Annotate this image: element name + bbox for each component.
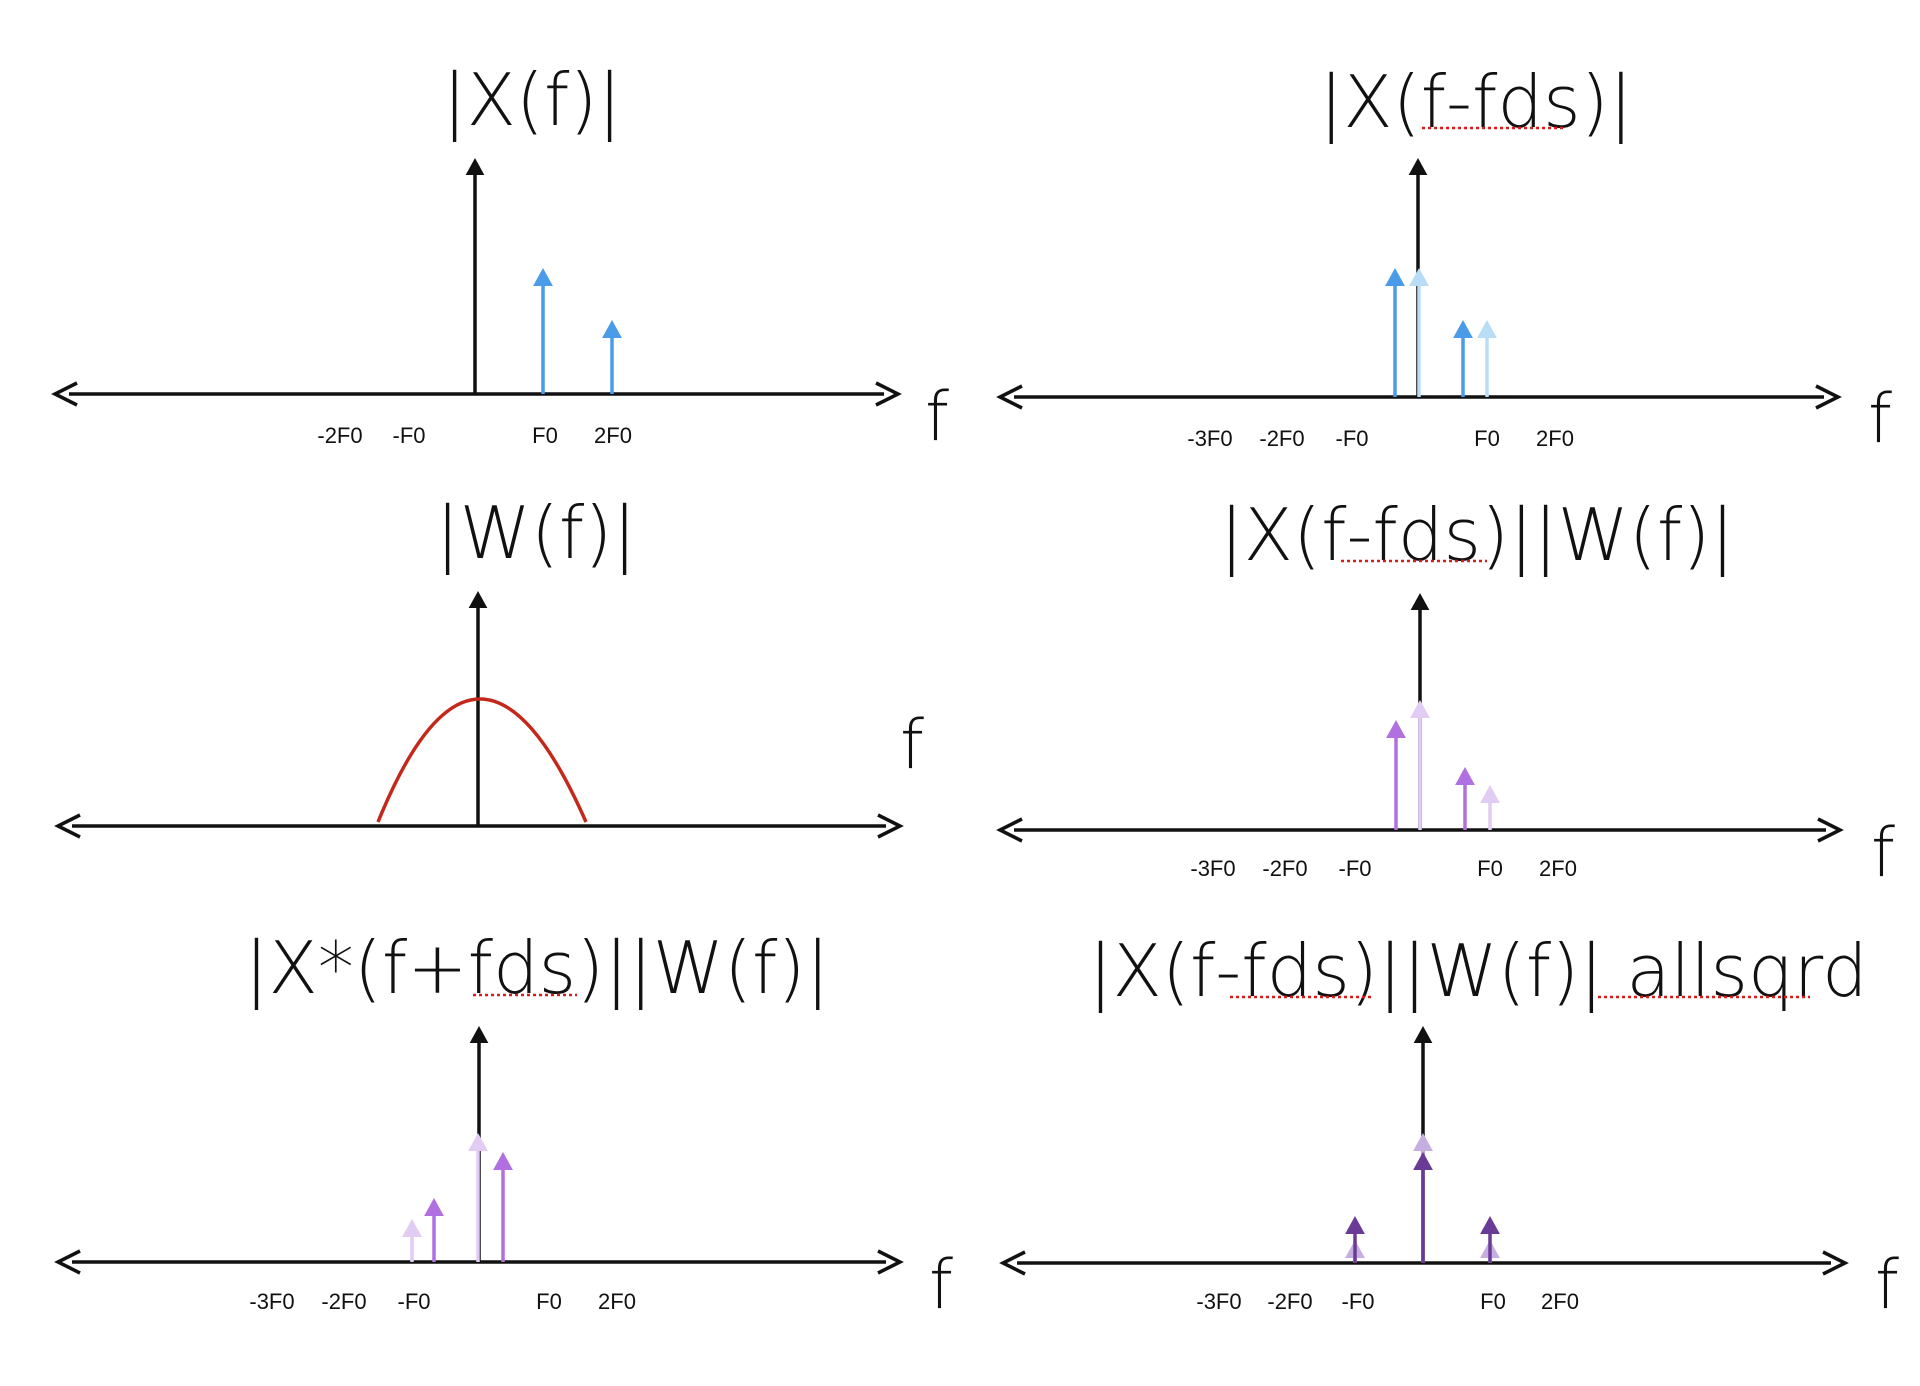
axis-label-f: f <box>1871 814 1895 893</box>
axis-arrow-left <box>54 1249 81 1275</box>
impulse-arrow <box>1480 1216 1500 1234</box>
impulse-arrow <box>1413 1133 1433 1151</box>
magnitude-axis-arrow <box>1408 158 1428 175</box>
panel-title: |X(f-fds)||W(f)| <box>1219 493 1734 578</box>
tick-label: 2F0 <box>1539 856 1577 881</box>
axis-label-f: f <box>1875 1246 1899 1325</box>
tick-label: -F0 <box>1339 856 1372 881</box>
panel-xconj-f-fds-w: |X*(f+fds)||W(f)| f -3F0 -2F0 -F0 F0 2F0 <box>54 926 953 1325</box>
axis-arrow-left <box>999 1250 1026 1276</box>
tick-label: F0 <box>1480 1289 1506 1314</box>
axis-label-f: f <box>1868 380 1892 459</box>
impulse-arrow <box>402 1219 422 1237</box>
tick-label: -F0 <box>398 1289 431 1314</box>
tick-label: 2F0 <box>1541 1289 1579 1314</box>
magnitude-axis-arrow <box>465 158 485 175</box>
panel-title: |W(f)| <box>435 491 636 576</box>
tick-label: -F0 <box>1336 426 1369 451</box>
axis-arrow-right <box>1817 817 1844 843</box>
impulse-arrow <box>1410 700 1430 718</box>
panel-x-f-fds-w-sq: |X(f-fds)||W(f)| allsqrd f -3F0 -2F0 -F0 F0 2F… <box>999 929 1899 1325</box>
tick-label: F0 <box>536 1289 562 1314</box>
impulse-arrow <box>1386 720 1406 738</box>
panel-w-f: |W(f)| f <box>54 491 924 839</box>
impulse-arrow <box>468 1133 488 1151</box>
axis-arrow-left <box>54 813 81 839</box>
tick-label: -2F0 <box>317 423 362 448</box>
axis-arrow-right <box>1822 1250 1849 1276</box>
window-curve <box>376 697 588 823</box>
magnitude-axis-arrow <box>469 1026 489 1043</box>
tick-label: F0 <box>532 423 558 448</box>
tick-label: -3F0 <box>1187 426 1232 451</box>
tick-label: -3F0 <box>1190 856 1235 881</box>
impulse-arrow <box>424 1198 444 1216</box>
tick-label: -2F0 <box>1262 856 1307 881</box>
panel-title: |X*(f+fds)||W(f)| <box>244 926 830 1011</box>
magnitude-axis-arrow <box>1410 593 1430 610</box>
magnitude-axis-arrow <box>468 591 488 608</box>
impulse-arrow <box>602 320 622 338</box>
axis-label-f: f <box>929 1246 953 1325</box>
panel-x-f: |X(f)| f -2F0 -F0 F0 2F0 <box>51 58 949 457</box>
panel-x-f-fds-w: |X(f-fds)||W(f)| f -3F0 -2F0 -F0 F0 2F0 <box>996 493 1895 893</box>
axis-arrow-right <box>877 813 904 839</box>
tick-label: -3F0 <box>249 1289 294 1314</box>
tick-label: -2F0 <box>1267 1289 1312 1314</box>
impulse-arrow <box>1345 1216 1365 1234</box>
tick-label: -F0 <box>1342 1289 1375 1314</box>
impulse-arrow <box>1453 320 1473 338</box>
axis-arrow-left <box>996 384 1023 410</box>
axis-label-f: f <box>900 706 924 785</box>
panel-title: |X(f)| <box>442 58 621 143</box>
tick-label: F0 <box>1477 856 1503 881</box>
impulse-arrow <box>533 268 553 286</box>
axis-arrow-right <box>877 1249 904 1275</box>
axis-arrow-right <box>875 381 902 407</box>
panel-title: |X(f-fds)||W(f)| allsqrd <box>1088 929 1867 1014</box>
tick-label: -3F0 <box>1196 1289 1241 1314</box>
tick-label: 2F0 <box>594 423 632 448</box>
impulse-arrow <box>1480 785 1500 803</box>
tick-label: -2F0 <box>321 1289 366 1314</box>
magnitude-axis-arrow <box>1413 1026 1433 1043</box>
axis-arrow-left <box>51 381 78 407</box>
tick-label: -F0 <box>393 423 426 448</box>
tick-label: F0 <box>1474 426 1500 451</box>
axis-arrow-right <box>1815 384 1842 410</box>
tick-label: 2F0 <box>598 1289 636 1314</box>
impulse-arrow <box>1385 268 1405 286</box>
tick-label: 2F0 <box>1536 426 1574 451</box>
tick-label: -2F0 <box>1259 426 1304 451</box>
panel-x-f-fds: |X(f-fds)| f -3F0 -2F0 -F0 F0 2F0 <box>996 60 1892 459</box>
axis-label-f: f <box>925 378 949 457</box>
impulse-arrow <box>1477 320 1497 338</box>
impulse-arrow <box>1455 767 1475 785</box>
impulse-arrow <box>493 1152 513 1170</box>
impulse-arrow <box>1409 268 1429 286</box>
axis-arrow-left <box>996 817 1023 843</box>
panel-title: |X(f-fds)| <box>1319 60 1633 145</box>
impulse-arrow <box>1413 1152 1433 1170</box>
